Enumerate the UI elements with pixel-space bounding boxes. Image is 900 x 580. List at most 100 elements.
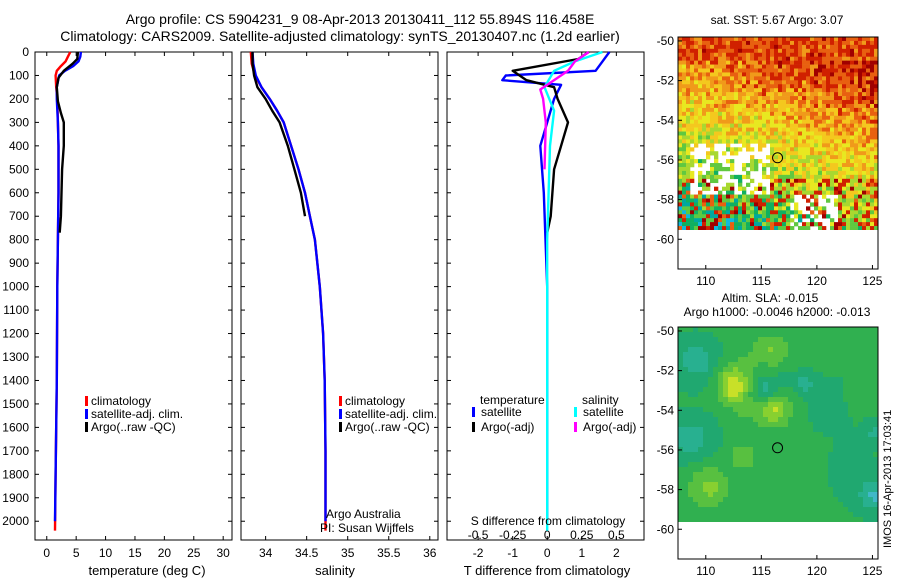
sla-cell <box>853 487 859 493</box>
sst-cell <box>738 222 743 227</box>
sst-cell <box>826 103 831 109</box>
sst-cell <box>862 80 867 85</box>
sla-cell <box>688 362 694 368</box>
sst-cell <box>802 40 807 46</box>
sst-cell <box>846 178 851 184</box>
sst-cell <box>770 159 775 164</box>
sla-cell <box>683 387 689 393</box>
sst-cell <box>782 100 787 105</box>
sst-cell <box>746 88 751 93</box>
sst-cell <box>818 80 823 85</box>
sst-cell <box>834 198 839 203</box>
sst-cell <box>686 100 691 105</box>
sla-cell <box>818 362 824 368</box>
sst-cell <box>750 111 755 117</box>
sla-cell <box>803 512 809 518</box>
sst-cell <box>710 115 715 121</box>
sla-cell <box>713 342 719 348</box>
sst-cell <box>790 159 795 164</box>
sla-cell <box>773 432 779 438</box>
sst-cell <box>742 60 747 65</box>
sst-cell <box>802 37 807 42</box>
sst-cell <box>762 40 767 46</box>
sla-cell <box>733 477 739 483</box>
sst-cell <box>746 111 751 117</box>
sla-cell <box>753 347 759 353</box>
sla-cell <box>853 432 859 438</box>
sst-cell <box>754 80 759 85</box>
sla-cell <box>868 372 874 378</box>
sst-cell <box>770 107 775 113</box>
y-tick-label: 1700 <box>2 444 29 458</box>
sst-cell <box>710 52 715 57</box>
sst-cell <box>874 143 878 148</box>
sst-cell <box>766 174 771 180</box>
sla-cell <box>743 352 749 358</box>
sst-cell <box>702 210 707 215</box>
sst-cell <box>694 44 699 50</box>
sst-cell <box>826 37 831 42</box>
sst-cell <box>686 186 691 191</box>
sst-cell <box>790 80 795 85</box>
sla-cell <box>833 477 839 483</box>
sst-cell <box>762 190 767 195</box>
sst-cell <box>854 115 859 121</box>
sst-cell <box>746 103 751 109</box>
sla-cell <box>703 352 709 358</box>
sla-cell <box>838 447 844 453</box>
sla-cell <box>793 327 799 333</box>
sla-cell <box>678 467 684 473</box>
sst-cell <box>874 190 878 195</box>
sst-cell <box>734 52 739 57</box>
sla-cell <box>693 352 699 358</box>
sla-cell <box>683 377 689 383</box>
sst-cell <box>862 68 867 73</box>
sst-cell <box>862 166 867 172</box>
sla-cell <box>838 512 844 518</box>
sst-cell <box>826 88 831 93</box>
sla-cell <box>768 327 774 333</box>
sst-cell <box>738 210 743 215</box>
sla-cell <box>748 407 754 413</box>
sst-cell <box>686 202 691 207</box>
sla-cell <box>763 477 769 483</box>
sst-cell <box>766 60 771 65</box>
sst-cell <box>754 56 759 61</box>
sst-cell <box>818 48 823 54</box>
sst-cell <box>682 111 687 117</box>
sst-cell <box>806 226 811 230</box>
sst-cell <box>854 163 859 168</box>
sla-cell <box>848 407 854 413</box>
sst-cell <box>758 37 763 42</box>
sst-cell <box>838 119 843 124</box>
sst-cell <box>874 178 878 184</box>
sla-cell <box>768 457 774 463</box>
sst-cell <box>806 52 811 57</box>
sst-cell <box>754 64 759 69</box>
sla-cell <box>768 332 774 338</box>
sst-cell <box>830 163 835 168</box>
sst-cell <box>722 139 727 144</box>
sst-cell <box>690 159 695 164</box>
sla-cell <box>868 487 874 493</box>
sst-cell <box>714 40 719 46</box>
sst-cell <box>714 119 719 124</box>
sla-cell <box>808 427 814 433</box>
sst-cell <box>802 147 807 152</box>
sst-cell <box>874 202 878 207</box>
sst-cell <box>742 52 747 57</box>
sla-cell <box>698 377 704 383</box>
sla-cell <box>703 467 709 473</box>
sst-cell <box>742 135 747 140</box>
sla-cell <box>828 497 834 503</box>
sst-cell <box>874 72 878 77</box>
sla-cell <box>863 477 869 483</box>
sst-cell <box>774 80 779 85</box>
sla-cell <box>748 477 754 483</box>
sla-cell <box>783 432 789 438</box>
sst-cell <box>766 155 771 160</box>
sst-cell <box>678 190 683 195</box>
sla-cell <box>718 472 724 478</box>
y-tick-label: -50 <box>657 324 675 338</box>
sla-cell <box>708 487 714 493</box>
